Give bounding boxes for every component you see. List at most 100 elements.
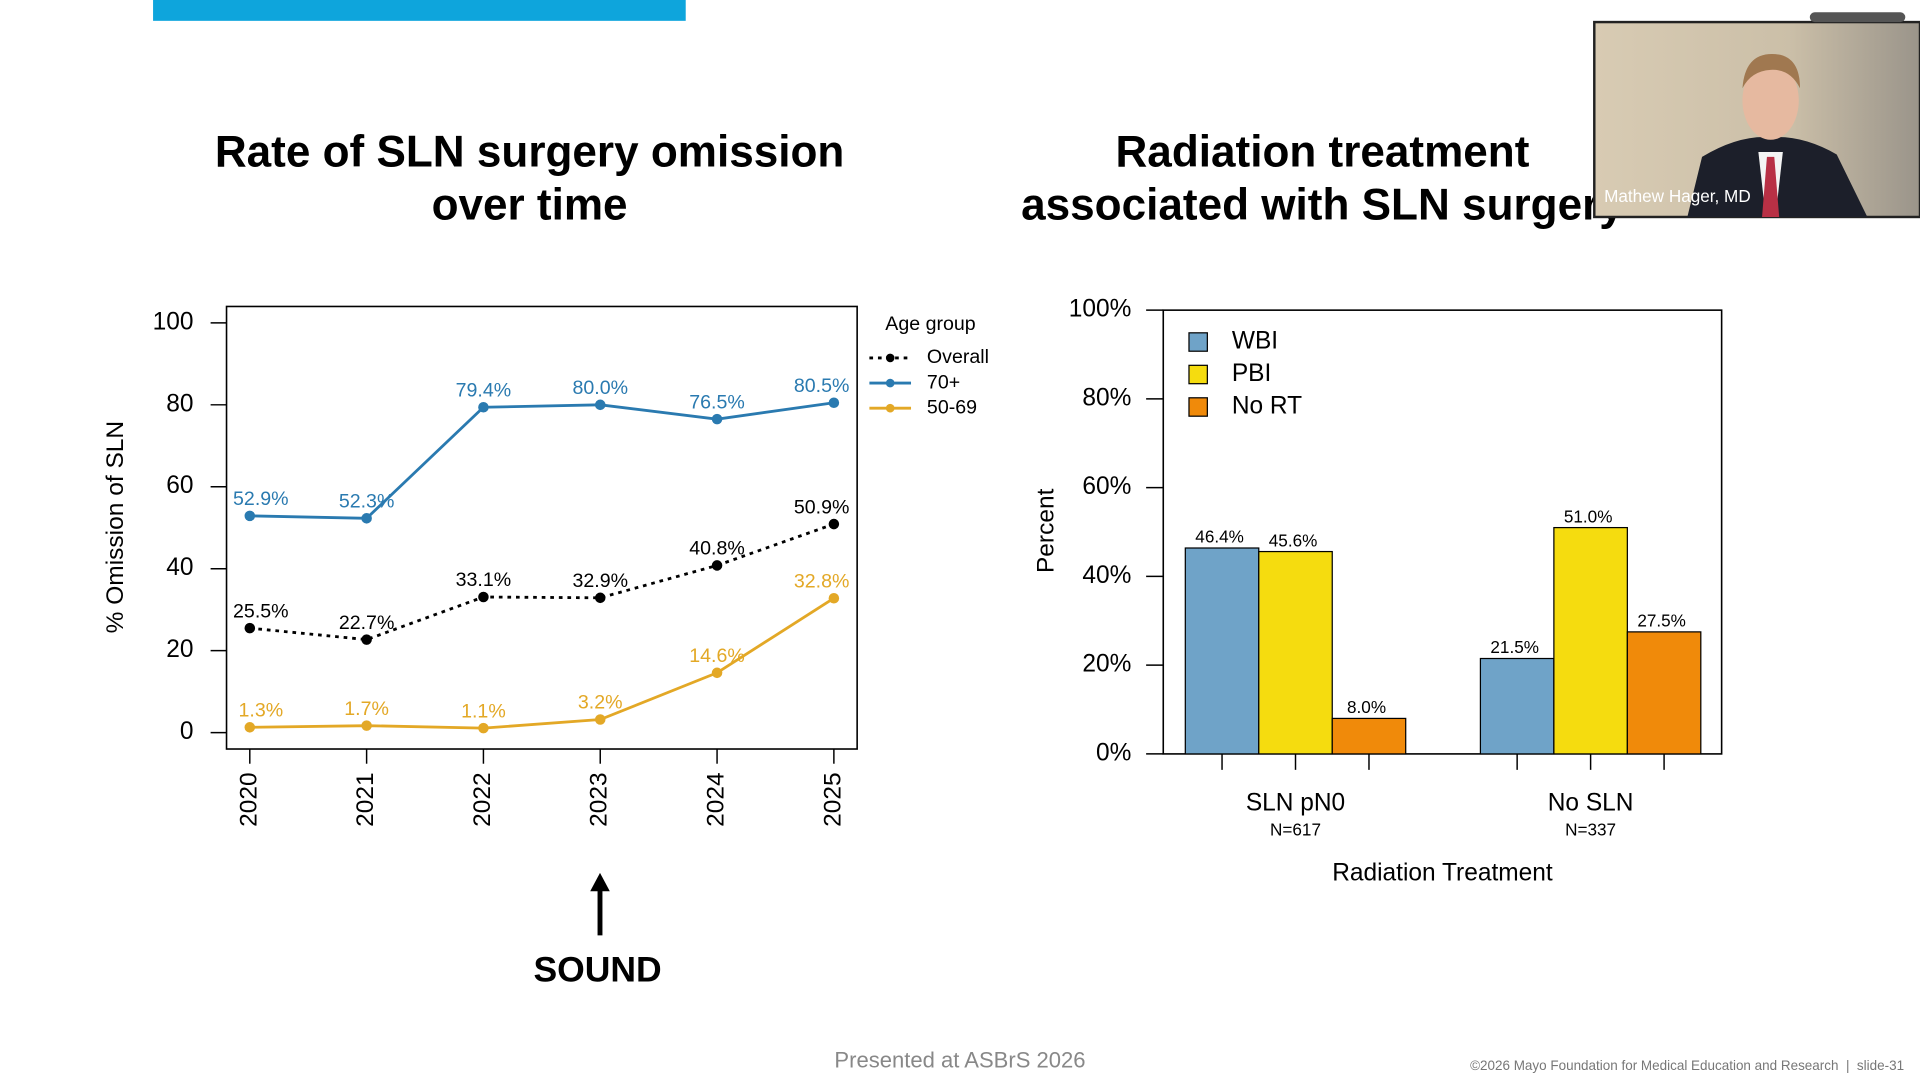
data-point [711, 560, 723, 571]
data-label: 1.7% [344, 698, 389, 720]
data-label: 1.1% [461, 700, 506, 722]
data-label: 52.3% [339, 491, 395, 513]
data-point [594, 399, 606, 411]
y-tick-label: 20% [1082, 651, 1131, 678]
bar [1331, 717, 1407, 755]
data-point [361, 513, 372, 524]
bar [1479, 657, 1555, 755]
legend-swatch [1188, 397, 1208, 417]
data-point [478, 722, 489, 734]
header-banner [153, 0, 686, 21]
y-tick-label: 60 [166, 472, 193, 499]
category-note: N=337 [1565, 820, 1616, 840]
presenter-tie [1762, 156, 1780, 217]
data-point [361, 634, 372, 645]
data-label: 32.8% [794, 570, 850, 592]
category-note: N=617 [1270, 820, 1321, 840]
data-label: 14.6% [689, 645, 745, 667]
y-tick-label: 100% [1069, 296, 1132, 323]
legend-swatch [1188, 364, 1208, 385]
data-label: 27.5% [1637, 611, 1686, 631]
legend-swatch [1188, 332, 1208, 352]
line-series [249, 522, 835, 642]
data-point [594, 714, 606, 725]
data-point [711, 667, 723, 679]
data-point [828, 518, 840, 530]
data-label: 1.3% [238, 700, 283, 722]
data-label: 80.5% [794, 375, 850, 397]
data-label: 22.7% [339, 612, 395, 634]
y-tick-label: 40 [166, 554, 193, 581]
x-tick-label: 2024 [703, 772, 730, 827]
x-tick-label: 2020 [235, 772, 262, 827]
x-tick-label: SLN pN0 [1246, 790, 1345, 817]
data-label: 51.0% [1564, 506, 1613, 526]
plot-frame [1162, 309, 1723, 755]
video-control [1809, 12, 1906, 23]
line-series [249, 401, 835, 520]
chart-title: Radiation treatment associated with SLN … [1021, 126, 1624, 230]
chart-title: Rate of SLN surgery omission over time [214, 126, 845, 230]
legend-label: 70+ [927, 371, 960, 393]
line-series [249, 597, 835, 730]
data-point [244, 622, 256, 634]
footer-right: ©2026 Mayo Foundation for Medical Educat… [1470, 1058, 1904, 1073]
legend-marker [885, 378, 895, 388]
bar [1258, 550, 1333, 755]
bar [1553, 526, 1628, 755]
data-point [828, 592, 840, 604]
data-label: 79.4% [456, 380, 512, 402]
data-label: 25.5% [233, 600, 289, 622]
legend-label: PBI [1232, 360, 1271, 387]
presenter-hair [1742, 53, 1800, 89]
legend-label: 50-69 [927, 396, 977, 418]
bar [1626, 631, 1702, 755]
x-axis-label: Radiation Treatment [1332, 860, 1553, 887]
presenter-head [1742, 61, 1799, 140]
plot-frame [225, 305, 858, 750]
footer-center: Presented at ASBrS 2026 [834, 1047, 1085, 1072]
x-tick-label: 2023 [586, 772, 613, 827]
data-point [478, 402, 489, 413]
bar [1184, 547, 1260, 755]
data-label: 32.9% [572, 570, 628, 592]
x-tick-label: 2025 [819, 772, 846, 827]
data-point [244, 510, 256, 522]
data-label: 3.2% [578, 692, 623, 714]
presenter-name: Mathew Hager, MD [1604, 186, 1751, 206]
data-label: 76.5% [689, 391, 745, 413]
x-tick-label: 2021 [352, 772, 379, 827]
data-label: 80.0% [572, 377, 628, 399]
data-point [828, 397, 840, 409]
legend-label: No RT [1232, 392, 1302, 419]
chart-title-box: Radiation treatment associated with SLN … [1021, 126, 1624, 230]
data-point [478, 591, 489, 603]
data-label: 46.4% [1195, 527, 1244, 547]
y-tick-label: 0 [180, 718, 194, 745]
data-point [594, 592, 606, 604]
y-tick-label: 80% [1082, 384, 1131, 411]
legend-marker [885, 403, 895, 413]
data-label: 8.0% [1347, 697, 1386, 717]
data-label: 33.1% [456, 569, 512, 591]
data-point [361, 720, 372, 731]
y-tick-label: 40% [1082, 562, 1131, 589]
y-tick-label: 60% [1082, 473, 1131, 500]
annotation-arrowhead [590, 872, 610, 892]
y-tick-label: 20 [166, 636, 193, 663]
data-point [711, 413, 723, 425]
video-overlay: Mathew Hager, MD [1593, 12, 1920, 219]
y-tick-label: 80 [166, 390, 193, 417]
data-label: 40.8% [689, 538, 745, 560]
chart-title-box: Rate of SLN surgery omission over time [214, 126, 845, 230]
y-tick-label: 0% [1096, 739, 1131, 766]
data-label: 45.6% [1269, 530, 1318, 550]
y-tick-label: 100 [153, 308, 194, 335]
legend-label: Overall [927, 346, 989, 368]
data-label: 21.5% [1490, 637, 1539, 657]
data-label: 50.9% [794, 496, 850, 518]
legend-label: WBI [1232, 327, 1278, 354]
x-tick-label: No SLN [1548, 790, 1634, 817]
